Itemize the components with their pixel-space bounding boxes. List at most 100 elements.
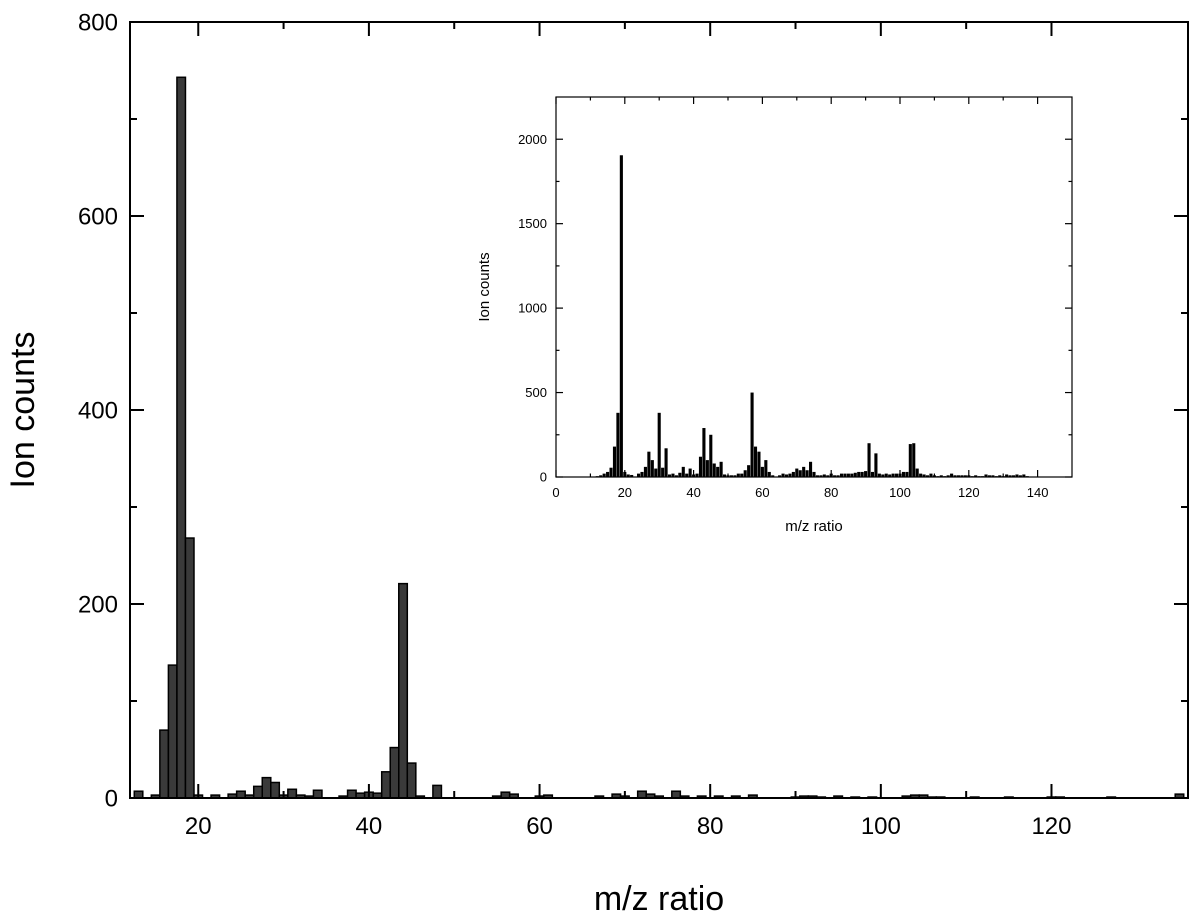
inset-xtick-label: 100 bbox=[889, 485, 911, 500]
inset-bar bbox=[984, 474, 988, 477]
inset-bar bbox=[826, 475, 830, 477]
inset-bar bbox=[740, 473, 744, 477]
inset-bar bbox=[705, 460, 709, 477]
inset-bar bbox=[778, 475, 782, 477]
inset-bar bbox=[640, 471, 644, 477]
inset-bar bbox=[753, 446, 758, 477]
inset-bar bbox=[891, 473, 895, 477]
main-ytick-label: 800 bbox=[78, 9, 118, 36]
main-ytick-label: 0 bbox=[105, 785, 118, 812]
inset-y-axis-label: Ion counts bbox=[476, 252, 493, 321]
main-xtick-label: 60 bbox=[526, 813, 553, 840]
inset-bar bbox=[599, 475, 603, 477]
inset-bar bbox=[764, 460, 768, 477]
inset-bar bbox=[833, 475, 837, 477]
main-ytick-label: 200 bbox=[78, 591, 118, 618]
inset-bar bbox=[960, 475, 964, 477]
inset-bar bbox=[781, 473, 785, 477]
inset-ytick-label: 2000 bbox=[518, 132, 547, 147]
inset-bar bbox=[671, 473, 675, 477]
inset-plot-bars bbox=[595, 155, 1029, 477]
inset-bar bbox=[905, 471, 909, 477]
main-xtick-label: 80 bbox=[697, 813, 724, 840]
inset-bar bbox=[664, 448, 668, 477]
inset-bar bbox=[654, 468, 658, 477]
main-bar bbox=[235, 790, 246, 799]
inset-xtick-label: 60 bbox=[755, 485, 769, 500]
inset-bar bbox=[867, 443, 871, 477]
inset-xtick-label: 20 bbox=[618, 485, 632, 500]
inset-bar bbox=[798, 470, 802, 477]
inset-bar bbox=[795, 468, 799, 477]
inset-bar bbox=[606, 471, 610, 477]
inset-bar bbox=[688, 468, 692, 477]
inset-bar bbox=[709, 434, 713, 477]
inset-bar bbox=[812, 471, 816, 477]
inset-bar bbox=[1018, 475, 1022, 477]
inset-ytick-label: 1500 bbox=[518, 216, 547, 231]
inset-bar bbox=[733, 475, 737, 477]
inset-bar bbox=[716, 466, 720, 477]
inset-bar bbox=[674, 475, 678, 477]
inset-bar bbox=[609, 467, 613, 477]
main-bar bbox=[312, 789, 323, 799]
inset-bar bbox=[956, 475, 961, 477]
inset-bar bbox=[908, 444, 912, 477]
inset-bar bbox=[963, 475, 967, 477]
inset-bar bbox=[850, 473, 854, 477]
inset-bar bbox=[912, 443, 916, 477]
inset-bar bbox=[809, 461, 813, 477]
inset-bar bbox=[925, 475, 930, 477]
inset-bar bbox=[736, 473, 740, 477]
inset-bar bbox=[695, 473, 699, 477]
inset-bar bbox=[767, 471, 771, 477]
inset-bar bbox=[929, 473, 933, 477]
inset-bar bbox=[650, 460, 654, 477]
inset-frame bbox=[555, 96, 1073, 478]
inset-bar bbox=[853, 472, 857, 477]
inset-bar bbox=[788, 473, 792, 477]
main-xtick-label: 120 bbox=[1031, 813, 1071, 840]
inset-bar bbox=[991, 475, 995, 477]
inset-bar bbox=[953, 475, 957, 477]
inset-bar bbox=[822, 474, 826, 477]
inset-plot-background bbox=[476, 92, 1087, 542]
inset-x-axis-label: m/z ratio bbox=[785, 518, 843, 535]
inset-bar bbox=[1015, 474, 1019, 477]
inset-ytick-label: 500 bbox=[525, 385, 547, 400]
main-bar bbox=[398, 582, 409, 799]
inset-bar bbox=[946, 475, 950, 477]
inset-bar bbox=[950, 473, 954, 477]
main-bar bbox=[159, 729, 170, 799]
main-bar bbox=[432, 784, 443, 799]
inset-bar bbox=[843, 473, 847, 477]
inset-bar bbox=[626, 474, 630, 477]
main-bar bbox=[380, 771, 391, 799]
inset-bar bbox=[757, 451, 761, 477]
main-bar bbox=[270, 781, 281, 799]
inset-bar bbox=[619, 155, 623, 477]
inset-bar bbox=[784, 474, 789, 477]
inset-ytick-label: 1000 bbox=[518, 301, 547, 316]
inset-bar bbox=[870, 471, 875, 477]
inset-bar bbox=[702, 428, 706, 477]
inset-xtick-label: 120 bbox=[958, 485, 980, 500]
inset-bar bbox=[719, 461, 723, 477]
inset-bar bbox=[998, 475, 1002, 477]
inset-bar bbox=[667, 474, 672, 477]
inset-bar bbox=[723, 474, 727, 477]
inset-bar bbox=[630, 474, 634, 477]
inset-bar bbox=[657, 412, 661, 477]
inset-bar bbox=[1005, 474, 1009, 477]
inset-bar bbox=[884, 473, 888, 477]
inset-bar bbox=[839, 473, 844, 477]
inset-bar bbox=[1022, 474, 1026, 477]
inset-bar bbox=[939, 475, 943, 477]
inset-bar bbox=[815, 475, 819, 477]
main-bar bbox=[261, 776, 272, 799]
inset-bar bbox=[836, 475, 840, 477]
inset-bar bbox=[1008, 475, 1012, 477]
main-ytick-label: 600 bbox=[78, 203, 118, 230]
